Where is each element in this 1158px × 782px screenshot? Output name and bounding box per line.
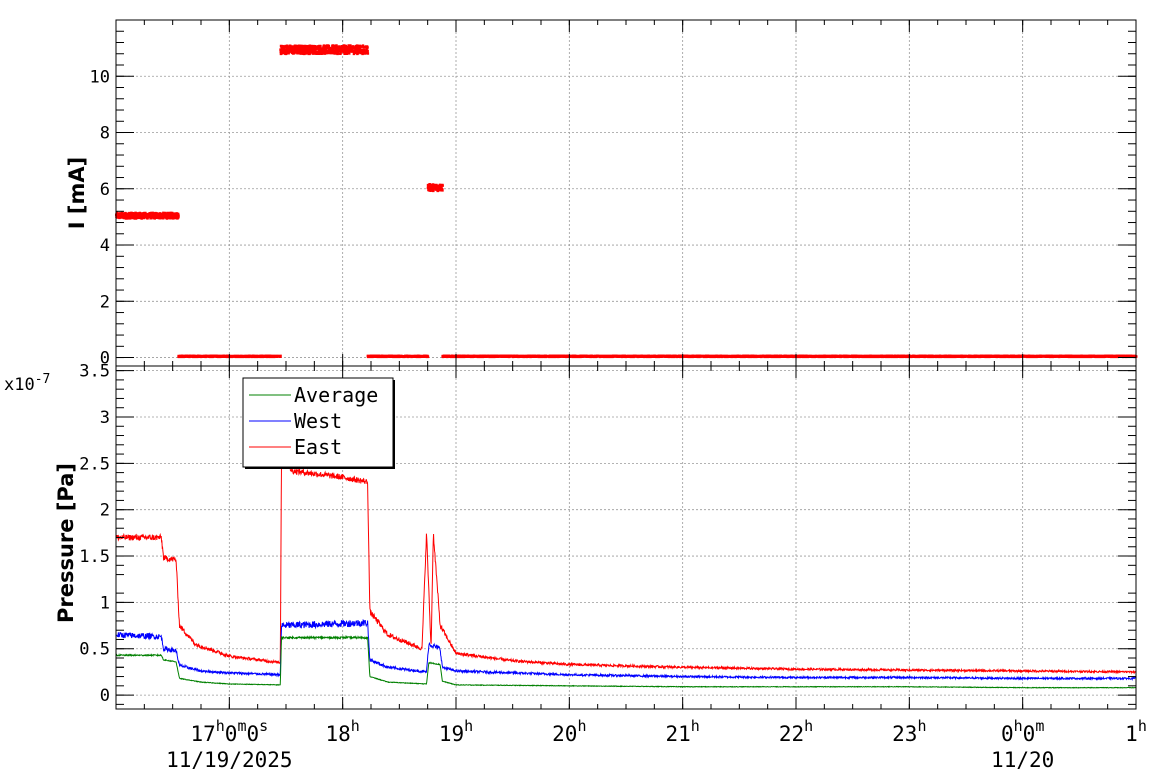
current-y-tick-label: 6: [100, 180, 110, 200]
legend-label-west: West: [294, 409, 342, 433]
current-y-tick-label: 2: [100, 292, 110, 312]
x-tick-label: 17h0m0s: [190, 717, 268, 746]
legend-label-east: East: [294, 435, 342, 459]
pressure-series-west: [115, 618, 1137, 682]
current-y-tick-label: 0: [100, 349, 110, 369]
current-data-segment: [441, 354, 1138, 359]
current-y-axis-label: I [mA]: [65, 157, 89, 229]
legend-label-average: Average: [294, 383, 378, 407]
current-data-segment: [279, 44, 370, 56]
pressure-panel: 0 0.5 1 1.5 2 2.5 3 3.5 Pressure [Pa] x10-7 Ave…: [4, 362, 1147, 772]
current-plot-area: [116, 20, 1136, 366]
x-tick-label: 0h0m: [1001, 717, 1044, 746]
x-tick-label: 18h: [326, 717, 360, 746]
pressure-y-tick-label: 1.5: [79, 547, 110, 567]
x-tick-label: 21h: [666, 717, 700, 746]
current-data-segment: [426, 183, 444, 193]
x-date-label: 11/19/2025: [166, 748, 292, 772]
pressure-grid: [116, 366, 1136, 709]
pressure-series-average: [115, 634, 1137, 689]
current-data: [115, 44, 1138, 359]
current-data-segment: [366, 354, 430, 359]
current-y-tick-label: 10: [90, 67, 110, 87]
x-date-label: 11/20: [991, 748, 1054, 772]
x-tick-label: 1h: [1125, 717, 1147, 746]
current-data-segment: [115, 211, 180, 220]
legend-box: [242, 377, 394, 468]
current-ticks: 0 2 4 6 8 10: [90, 20, 1137, 369]
pressure-y-tick-label: 2: [100, 501, 110, 521]
pressure-y-tick-label: 2.5: [79, 454, 110, 474]
x-tick-label: 19h: [439, 717, 473, 746]
current-grid: [116, 20, 1136, 366]
x-tick-label: 20h: [552, 717, 586, 746]
current-y-tick-label: 4: [100, 236, 110, 256]
current-panel: 0 2 4 6 8 10 I [mA]: [65, 19, 1138, 369]
pressure-y-tick-label: 0.5: [79, 640, 110, 660]
pressure-y-tick-label: 0: [100, 686, 110, 706]
current-y-tick-label: 8: [100, 124, 110, 144]
pressure-y-tick-label: 3.5: [79, 362, 110, 382]
pressure-ticks: 0 0.5 1 1.5 2 2.5 3 3.5: [79, 362, 1137, 709]
x-tick-label: 22h: [779, 717, 813, 746]
pressure-y-axis-label: Pressure [Pa]: [54, 463, 78, 623]
pressure-y-tick-label: 3: [100, 408, 110, 428]
pressure-y-exponent: x10-7: [4, 372, 50, 395]
pressure-y-tick-label: 1: [100, 593, 110, 613]
x-tick-label: 23h: [892, 717, 926, 746]
